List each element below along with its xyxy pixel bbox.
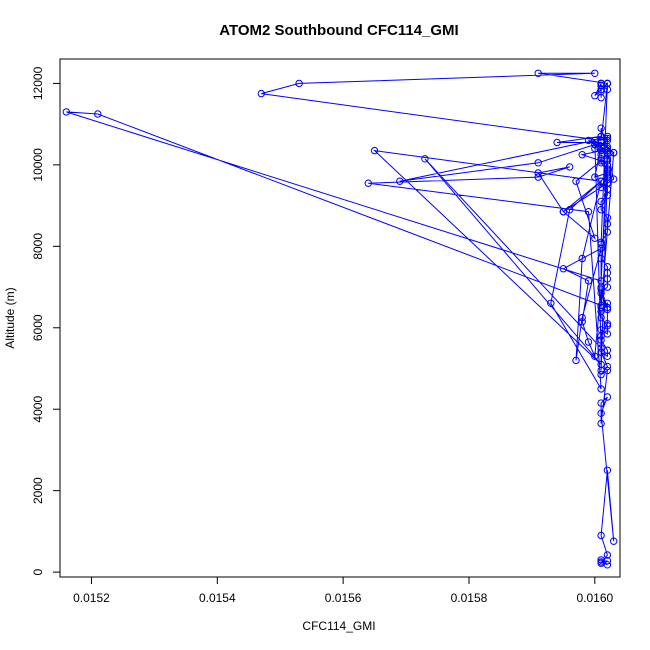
y-axis-label: Altitude (m) [3,287,17,348]
data-point [610,149,618,157]
data-point [534,159,542,167]
data-point [603,79,612,88]
y-tick-label: 2000 [31,477,45,504]
x-tick-label: 0.0152 [73,591,110,605]
data-point [597,336,605,344]
data-point [603,551,612,559]
data-point [584,208,593,216]
data-point [534,169,542,177]
data-point [603,169,612,177]
data-point [597,409,605,417]
y-tick-label: 4000 [31,396,45,423]
data-point [603,263,612,271]
data-point [597,124,605,132]
data-point [547,299,555,307]
data-point [597,348,605,356]
data-point [578,318,586,326]
data-point [534,173,542,181]
data-point [578,313,586,322]
x-tick-label: 0.0160 [576,591,613,605]
data-point [62,108,71,116]
y-axis: 0 2000 4000 6000 8000 10000 12000 [31,66,61,575]
data-point [578,151,586,159]
data-point [603,466,612,474]
data-point [603,320,612,328]
data-point [597,136,605,145]
series-lines [66,72,615,566]
data-point [597,277,605,285]
data-point [597,244,605,253]
data-point [257,89,265,98]
y-tick-label: 6000 [31,314,45,341]
data-point [597,370,605,379]
data-point [578,254,586,263]
data-point [597,559,605,567]
data-point [591,234,599,242]
data-point [603,179,612,187]
y-tick-label: 12000 [31,66,45,100]
data-point [364,179,372,187]
data-point [597,285,605,293]
data-point [597,240,605,249]
x-axis-label: CFC114_GMI [302,619,375,633]
data-point [603,393,612,401]
data-point [603,146,612,155]
data-point [584,277,593,285]
x-tick-label: 0.0158 [451,591,488,605]
series-points [62,69,618,569]
data-point [597,419,605,428]
data-point [559,265,568,273]
data-point [597,385,605,393]
data-point [597,254,605,263]
data-point [597,132,605,141]
data-point [597,303,605,312]
data-point [597,399,605,407]
data-point [534,69,542,78]
data-point [597,332,605,340]
data-point [396,177,404,185]
data-point [610,175,618,183]
data-point [603,322,612,330]
chart-title: ATOM2 Southbound CFC114_GMI [219,22,458,39]
data-point [597,301,605,310]
data-point [295,79,303,88]
data-point [591,69,599,78]
data-point [591,140,599,149]
x-tick-label: 0.0156 [325,591,362,605]
data-point [603,214,612,222]
data-point [591,173,599,181]
data-point [421,155,429,163]
y-tick-label: 10000 [31,148,45,182]
x-tick-label: 0.0154 [199,591,236,605]
y-tick-label: 8000 [31,233,45,260]
data-point [572,177,580,185]
data-point [94,110,102,118]
data-point [597,531,605,540]
data-point [584,136,593,145]
data-point [597,81,605,90]
x-axis: 0.0152 0.0154 0.0156 0.0158 0.0160 [73,576,614,605]
data-point [597,197,605,206]
data-point [603,157,612,165]
data-point [370,146,379,155]
data-point [597,360,605,369]
series-line [66,72,615,566]
data-point [553,138,561,147]
data-point [572,356,580,365]
data-point [591,352,599,360]
data-point [584,338,593,346]
data-point [603,228,612,236]
y-tick-label: 0 [31,568,45,575]
data-point [610,537,618,545]
data-point [597,344,605,352]
data-point [603,155,612,163]
data-point [559,208,568,216]
data-point [597,206,605,214]
data-point [603,557,612,565]
data-point [566,163,574,171]
data-point [603,171,612,179]
data-point [603,362,612,371]
